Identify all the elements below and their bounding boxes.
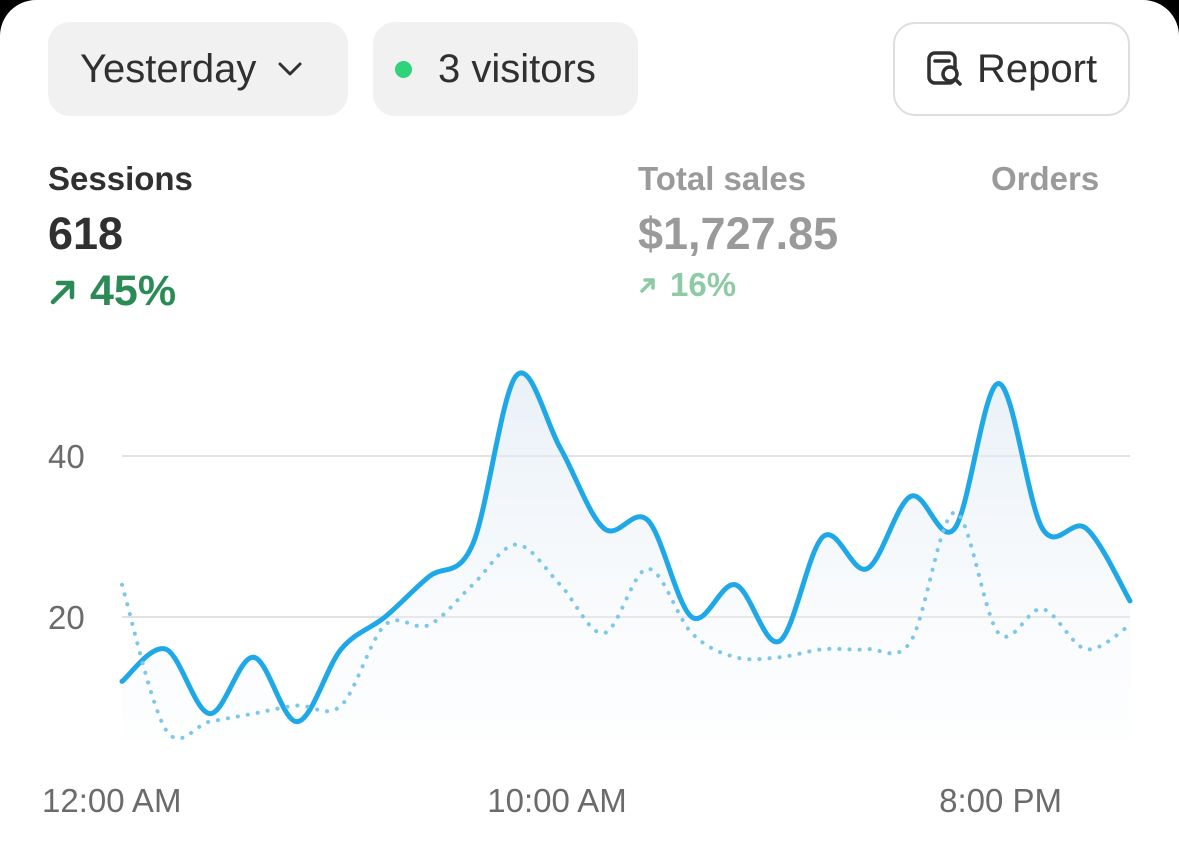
visitors-label: 3 visitors bbox=[438, 46, 596, 91]
total-sales-change-value: 16% bbox=[670, 266, 737, 303]
sessions-change-value: 45% bbox=[90, 267, 177, 315]
live-visitors-pill[interactable]: 3 visitors bbox=[373, 22, 638, 116]
series-area-fill bbox=[122, 372, 1130, 740]
sessions-change: 45% bbox=[48, 270, 193, 313]
period-label: Yesterday bbox=[80, 46, 257, 91]
x-tick-label: 10:00 AM bbox=[487, 782, 626, 819]
y-tick-label: 20 bbox=[48, 599, 85, 636]
metric-orders[interactable]: Orders bbox=[991, 162, 1099, 195]
report-label: Report bbox=[977, 46, 1098, 91]
arrow-up-right-icon bbox=[638, 275, 658, 295]
period-dropdown[interactable]: Yesterday bbox=[48, 22, 348, 116]
total-sales-label: Total sales bbox=[638, 160, 807, 197]
sessions-label: Sessions bbox=[48, 160, 193, 197]
x-tick-label: 12:00 AM bbox=[42, 782, 181, 819]
metric-total-sales[interactable]: Total sales $1,727.85 16% bbox=[638, 162, 838, 301]
status-dot-icon bbox=[395, 60, 412, 78]
report-button[interactable]: Report bbox=[893, 22, 1130, 116]
x-tick-label: 8:00 PM bbox=[939, 782, 1062, 819]
orders-label: Orders bbox=[991, 160, 1100, 197]
total-sales-change: 16% bbox=[638, 268, 838, 301]
chevron-down-icon bbox=[276, 55, 304, 83]
sessions-value: 618 bbox=[48, 208, 124, 259]
arrow-up-right-icon bbox=[48, 277, 78, 307]
report-search-icon bbox=[925, 49, 965, 89]
y-tick-label: 40 bbox=[48, 438, 85, 475]
metric-sessions[interactable]: Sessions 618 45% bbox=[48, 162, 193, 313]
current-series-line bbox=[119, 370, 1133, 725]
total-sales-value: $1,727.85 bbox=[638, 208, 839, 259]
